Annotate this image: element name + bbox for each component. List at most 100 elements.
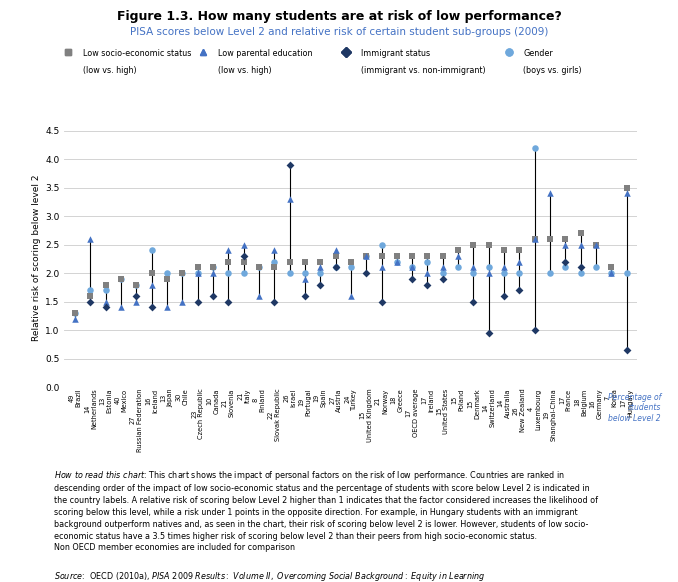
Point <box>407 263 418 272</box>
Point <box>330 251 341 261</box>
Point <box>514 286 525 295</box>
Point <box>544 189 555 198</box>
Point <box>254 263 264 272</box>
Point <box>207 263 218 272</box>
Point <box>85 286 96 295</box>
Point <box>193 297 203 306</box>
Point <box>453 246 464 255</box>
Point <box>621 345 632 354</box>
Point <box>254 263 264 272</box>
Text: Low parental education: Low parental education <box>218 49 313 58</box>
Point <box>391 251 402 261</box>
Point <box>376 251 387 261</box>
Point <box>544 268 555 278</box>
Point <box>544 235 555 244</box>
Point <box>560 257 571 267</box>
Point <box>376 240 387 249</box>
Point <box>284 194 295 204</box>
Text: $\it{Source}$:  OECD (2010a), $\it{PISA\ 2009\ Results:\ Volume\ II,\ Overcoming: $\it{Source}$: OECD (2010a), $\it{PISA\ … <box>54 570 485 582</box>
Point <box>606 263 617 272</box>
Point <box>161 268 172 278</box>
Point <box>284 161 295 170</box>
Point <box>437 263 448 272</box>
Point <box>361 251 372 261</box>
Point <box>560 235 571 244</box>
Text: (immigrant vs. non-immigrant): (immigrant vs. non-immigrant) <box>361 66 485 74</box>
Point <box>514 268 525 278</box>
Point <box>530 325 540 335</box>
Point <box>269 263 280 272</box>
Point <box>498 292 509 301</box>
Point <box>468 240 479 249</box>
Point <box>330 263 341 272</box>
Point <box>177 297 188 306</box>
Point <box>391 257 402 267</box>
Point <box>361 268 372 278</box>
Point <box>300 257 311 267</box>
Point <box>116 274 127 283</box>
Point <box>483 268 494 278</box>
Point <box>560 240 571 249</box>
Text: (boys vs. girls): (boys vs. girls) <box>523 66 582 74</box>
Text: Gender: Gender <box>523 49 553 58</box>
Point <box>238 240 249 249</box>
Point <box>269 297 280 306</box>
Point <box>530 235 540 244</box>
Point <box>116 303 127 312</box>
Point <box>422 280 433 289</box>
Point <box>269 246 280 255</box>
Point <box>85 235 96 244</box>
Point <box>146 268 157 278</box>
Text: Low socio-economic status: Low socio-economic status <box>83 49 191 58</box>
Point <box>177 268 188 278</box>
Point <box>345 292 357 301</box>
Point <box>575 229 586 238</box>
Point <box>100 286 111 295</box>
Point <box>131 297 142 306</box>
Point <box>131 292 142 301</box>
Point <box>100 280 111 289</box>
Point <box>300 268 311 278</box>
Y-axis label: Relative risk of scoring below level 2: Relative risk of scoring below level 2 <box>32 174 41 341</box>
Point <box>530 143 540 152</box>
Text: Immigrant status: Immigrant status <box>361 49 430 58</box>
Point <box>422 257 433 267</box>
Point <box>207 263 218 272</box>
Point <box>422 251 433 261</box>
Point <box>207 268 218 278</box>
Point <box>437 251 448 261</box>
Point <box>238 268 249 278</box>
Point <box>407 274 418 283</box>
Point <box>376 263 387 272</box>
Point <box>575 240 586 249</box>
Point <box>223 268 234 278</box>
Point <box>468 263 479 272</box>
Point <box>407 263 418 272</box>
Point <box>269 257 280 267</box>
Point <box>223 257 234 267</box>
Point <box>161 303 172 312</box>
Point <box>238 257 249 267</box>
Point <box>575 263 586 272</box>
Point <box>391 257 402 267</box>
Text: Percentage of
students
below Level 2: Percentage of students below Level 2 <box>607 393 661 423</box>
Point <box>591 240 601 249</box>
Point <box>315 268 325 278</box>
Point <box>514 257 525 267</box>
Point <box>407 251 418 261</box>
Point <box>437 268 448 278</box>
Text: Figure 1.3. How many students are at risk of low performance?: Figure 1.3. How many students are at ris… <box>117 10 561 23</box>
Point <box>315 263 325 272</box>
Point <box>483 328 494 338</box>
Point <box>146 303 157 312</box>
Point <box>330 246 341 255</box>
Point <box>161 274 172 283</box>
Point <box>437 274 448 283</box>
Point <box>207 292 218 301</box>
Point <box>223 246 234 255</box>
Text: $\it{How\ to\ read\ this\ chart}$: This chart shows the impact of personal facto: $\it{How\ to\ read\ this\ chart}$: This … <box>54 469 598 552</box>
Point <box>621 268 632 278</box>
Point <box>85 292 96 301</box>
Point <box>100 303 111 312</box>
Point <box>330 263 341 272</box>
